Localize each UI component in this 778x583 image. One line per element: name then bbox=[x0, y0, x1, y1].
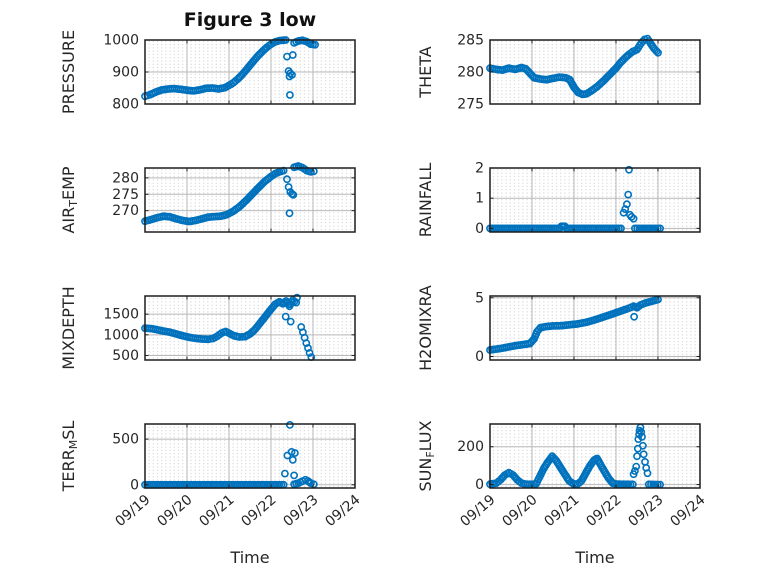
y-axis-label: TERRMSL bbox=[59, 421, 80, 493]
outlier-marker bbox=[283, 175, 291, 184]
y-axis-label: SUNFLUX bbox=[416, 420, 437, 491]
outlier-marker bbox=[623, 200, 631, 209]
y-tick-label: 275 bbox=[457, 97, 484, 113]
outlier-marker bbox=[290, 449, 299, 457]
outlier-marker bbox=[281, 312, 290, 321]
subplot-pressure: 800 900 1000 PRESSURE bbox=[59, 30, 356, 114]
subplot-terr-msl: 0 500 TERRMSL 09/19 09/20 09/21 09/22 09/23 09/2… bbox=[59, 421, 364, 530]
y-tick-label: 1500 bbox=[103, 307, 139, 323]
outlier-marker bbox=[285, 72, 294, 81]
outlier-marker bbox=[293, 293, 301, 302]
outlier-marker bbox=[285, 209, 294, 218]
y-axis-label: AIRTEMP bbox=[59, 166, 80, 233]
y-axis-label: H2OMIXRA bbox=[416, 285, 435, 371]
x-tick-label: 09/20 bbox=[499, 492, 540, 530]
x-axis-label-right: Time bbox=[575, 548, 615, 567]
y-axis-label: MIXDEPTH bbox=[59, 286, 78, 369]
outlier-marker bbox=[285, 420, 294, 429]
y-tick-label: 800 bbox=[112, 97, 139, 113]
data-marker bbox=[652, 47, 661, 56]
y-tick-label: 0 bbox=[475, 349, 484, 365]
outlier-marker bbox=[624, 190, 633, 199]
x-tick-label: 09/22 bbox=[238, 492, 279, 530]
x-tick-label: 09/22 bbox=[583, 492, 624, 530]
y-tick-label: 280 bbox=[112, 170, 139, 186]
subplot-mixdepth: 500 1000 1500 MIXDEPTH bbox=[59, 286, 356, 370]
axes-frame bbox=[144, 423, 356, 489]
y-tick-label: 5 bbox=[475, 290, 484, 306]
y-tick-label: 270 bbox=[112, 203, 139, 219]
y-axis-label: PRESSURE bbox=[59, 30, 78, 114]
outlier-marker bbox=[288, 455, 297, 464]
axes-frame bbox=[144, 295, 356, 361]
outlier-marker bbox=[631, 467, 639, 475]
data-marker bbox=[654, 48, 662, 57]
data-marker bbox=[311, 40, 319, 49]
minor-grid bbox=[145, 296, 355, 360]
subplot-theta: 275 280 285 THETA bbox=[416, 33, 701, 113]
subplot-sun-flux: 0 200 SUNFLUX 09/19 09/20 09/21 09/22 09/23 09/2… bbox=[416, 420, 709, 530]
y-tick-label: 0 bbox=[475, 221, 484, 237]
outlier-marker bbox=[632, 462, 641, 471]
y-tick-label: 0 bbox=[130, 477, 139, 493]
outlier-marker bbox=[285, 91, 294, 99]
outlier-marker bbox=[286, 69, 295, 78]
y-tick-label: 200 bbox=[457, 439, 484, 455]
outlier-marker bbox=[305, 349, 314, 357]
outlier-marker bbox=[643, 469, 652, 478]
y-axis-label: THETA bbox=[416, 46, 435, 98]
outlier-marker bbox=[633, 452, 641, 461]
x-tick-label: 09/24 bbox=[322, 492, 363, 530]
x-tick-label: 09/23 bbox=[625, 492, 666, 530]
outlier-marker bbox=[280, 469, 289, 478]
axes-frame bbox=[489, 295, 701, 361]
outlier-marker bbox=[286, 317, 295, 326]
x-axis-label-left: Time bbox=[230, 548, 270, 567]
outlier-marker bbox=[288, 51, 297, 59]
x-tick-label: 09/19 bbox=[112, 492, 153, 530]
subplot-rainfall: 0 1 2 RAINFALL bbox=[416, 161, 701, 238]
outlier-marker bbox=[630, 312, 638, 321]
axes-frame bbox=[489, 423, 701, 489]
y-tick-label: 1 bbox=[475, 191, 484, 207]
y-tick-label: 1000 bbox=[103, 33, 139, 49]
minor-grid bbox=[490, 296, 700, 360]
outlier-marker bbox=[637, 428, 646, 436]
data-marker bbox=[292, 298, 301, 307]
y-tick-label: 275 bbox=[112, 187, 139, 203]
y-tick-label: 1000 bbox=[103, 327, 139, 343]
y-tick-label: 500 bbox=[112, 348, 139, 364]
x-tick-label: 09/21 bbox=[196, 492, 237, 530]
minor-grid bbox=[490, 168, 700, 232]
x-tick-label: 09/24 bbox=[667, 492, 708, 530]
x-tick-label: 09/23 bbox=[280, 492, 321, 530]
y-tick-label: 0 bbox=[475, 477, 484, 493]
outlier-marker bbox=[629, 214, 638, 223]
axes-frame bbox=[489, 167, 701, 233]
subplot-h2omixra: 0 5 H2OMIXRA bbox=[416, 285, 701, 371]
y-tick-label: 280 bbox=[457, 65, 484, 81]
outlier-marker bbox=[283, 451, 292, 460]
x-tick-label: 09/21 bbox=[541, 492, 582, 530]
outlier-marker bbox=[625, 165, 633, 174]
outlier-marker bbox=[639, 450, 648, 459]
outlier-marker bbox=[289, 190, 298, 199]
outlier-marker bbox=[638, 432, 646, 441]
x-tick-label: 09/19 bbox=[457, 492, 498, 530]
y-tick-label: 500 bbox=[112, 432, 139, 448]
outlier-marker bbox=[290, 471, 298, 480]
y-axis-label: RAINFALL bbox=[416, 163, 435, 238]
axes-frame bbox=[144, 167, 356, 233]
y-tick-label: 285 bbox=[457, 33, 484, 49]
y-tick-label: 900 bbox=[112, 65, 139, 81]
outlier-marker bbox=[639, 441, 647, 450]
minor-grid bbox=[145, 424, 355, 488]
figure-title: Figure 3 low bbox=[183, 9, 317, 31]
x-tick-label: 09/20 bbox=[154, 492, 195, 530]
y-tick-label: 2 bbox=[475, 161, 484, 177]
